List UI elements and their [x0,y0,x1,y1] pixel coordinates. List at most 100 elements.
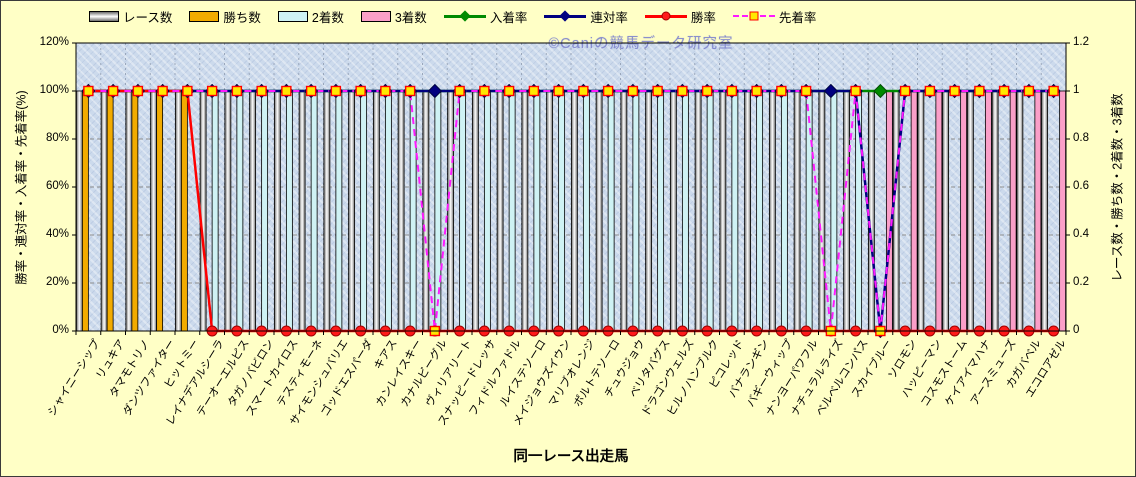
bar-3着数 [885,90,893,332]
bar-レース数 [966,90,974,332]
marker-先着率 [949,85,960,97]
bar-2着数 [459,90,467,332]
y-axis-left-tick: 20% [45,276,69,288]
legend-swatch-bar [189,10,220,22]
line-先着率 [88,90,1054,332]
bar-2着数 [285,90,293,332]
chart-legend: レース数 勝ち数 2着数 3着数 入着率 連対率 勝率 先着率 [89,4,816,28]
bar-3着数 [984,90,992,332]
marker-先着率 [800,85,812,97]
bar-レース数 [744,90,752,332]
bar-3着数 [1034,90,1042,332]
legend-swatch-bar [277,10,308,22]
bar-2着数 [706,90,714,332]
marker-先着率 [330,85,342,97]
legend-marker-diamond-icon [459,10,471,22]
y-axis-right-tick: 0.8 [1073,132,1089,144]
bar-レース数 [645,90,653,332]
legend-marker-square-icon [749,11,759,21]
legend-item: 勝率 [644,7,716,26]
legend-label: 2着数 [311,10,344,25]
marker-先着率 [182,85,193,97]
bar-レース数 [199,90,207,332]
legend-item: 勝ち数 [189,7,261,26]
y-axis-right-tick: 0.6 [1073,180,1089,192]
y-axis-left-tick: 120% [39,36,69,48]
bar-レース数 [174,90,182,332]
bar-2着数 [434,90,442,332]
legend-label: 連対率 [590,10,628,25]
bar-勝ち数 [180,90,188,332]
bar-2着数 [236,90,244,332]
y-axis-right-tick: 0.2 [1073,276,1089,288]
bar-レース数 [546,90,554,332]
bar-レース数 [323,90,331,332]
y-axis-left-tick: 0% [52,324,69,336]
bar-勝ち数 [131,90,139,332]
marker-先着率 [157,85,168,97]
bar-2着数 [409,90,417,332]
x-axis-labels: シャイニーシップ リュキア タマモトリノ ダンツファイター ヒットミー レイナデアルシーラ… [1,334,1135,442]
marker-先着率 [924,85,936,97]
marker-先着率 [305,85,317,97]
bar-レース数 [669,90,677,332]
legend-label: 入着率 [489,10,528,25]
marker-先着率 [83,85,94,97]
bar-レース数 [1041,90,1049,332]
legend-swatch-bar [360,10,391,22]
marker-先着率 [454,85,465,97]
legend-item: 先着率 [732,7,817,26]
bar-レース数 [942,90,950,332]
bar-レース数 [892,90,900,332]
y-axis-right-tick: 0 [1073,324,1080,336]
bar-レース数 [372,90,380,332]
legend-item: 2着数 [277,7,344,26]
legend-swatch-line [443,10,486,23]
marker-先着率 [231,85,243,97]
x-axis-title: 同一レース出走馬 [513,449,629,465]
bar-レース数 [768,90,776,332]
bar-2着数 [310,90,318,332]
y-axis-left-tick: 80% [45,132,69,144]
bar-レース数 [298,90,306,332]
bar-3着数 [935,90,943,332]
bar-レース数 [249,90,257,332]
marker-先着率 [726,85,738,97]
bar-2着数 [384,90,392,332]
bar-レース数 [100,90,108,332]
marker-先着率 [553,85,564,97]
marker-先着率 [627,85,639,97]
bar-2着数 [582,90,590,332]
y-axis-left-tick: 100% [39,84,69,96]
bar-2着数 [805,90,813,332]
marker-先着率 [528,85,540,97]
bar-レース数 [150,90,158,332]
bar-レース数 [620,90,628,332]
bar-レース数 [422,90,430,332]
legend-label: 3着数 [394,10,427,25]
marker-先着率 [206,85,218,97]
bar-レース数 [348,90,356,332]
marker-先着率 [380,85,391,97]
marker-先着率 [652,85,663,97]
legend-swatch-bar [89,10,119,22]
marker-先着率 [1048,85,1059,97]
bar-2着数 [261,90,269,332]
bar-レース数 [917,90,925,332]
bar-レース数 [867,90,875,332]
bar-レース数 [595,90,603,332]
legend-label: 先着率 [778,10,817,25]
bar-2着数 [756,90,764,332]
y-axis-right-tick: 1.2 [1073,36,1089,48]
legend-marker-diamond-icon [559,10,571,22]
bar-2着数 [508,90,516,332]
bar-3着数 [1009,90,1017,332]
bar-レース数 [991,90,999,332]
legend-item: 連対率 [544,7,628,26]
marker-先着率 [256,85,267,97]
bar-2着数 [731,90,739,332]
y-axis-right-tick: 0.4 [1073,228,1089,240]
legend-label: レース数 [123,10,173,25]
marker-先着率 [776,85,787,97]
bar-2着数 [533,90,541,332]
